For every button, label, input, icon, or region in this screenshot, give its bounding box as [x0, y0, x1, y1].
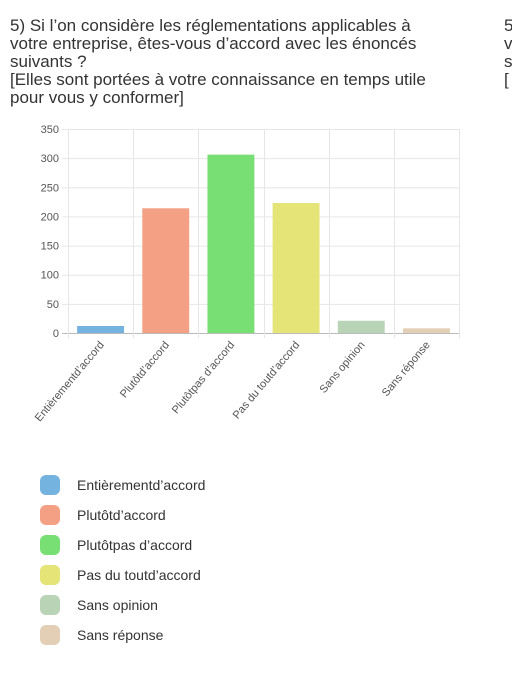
x-tick-label: Sans opinion	[317, 339, 367, 395]
y-tick-label: 150	[41, 241, 59, 253]
y-tick-label: 100	[41, 270, 59, 282]
question-line: pour vous y conformer]	[10, 88, 184, 107]
y-tick-label: 300	[41, 153, 59, 165]
peek-char: 5	[504, 17, 512, 35]
x-tick-label: Plutôtpas d’accord	[170, 339, 237, 416]
legend-item[interactable]: Plutôtpas d’accord	[40, 530, 205, 560]
y-tick-label: 50	[47, 299, 59, 311]
legend-label: Entièrementd’accord	[77, 477, 206, 493]
legend-label: Plutôtpas d’accord	[77, 537, 193, 553]
bar	[337, 320, 385, 333]
question-line: [Elles sont portées à votre connaissance…	[10, 70, 426, 89]
peek-char: s	[504, 52, 512, 71]
chart-legend: Entièrementd’accord Plutôtd’accord Plutô…	[40, 470, 205, 650]
legend-swatch	[40, 595, 60, 615]
legend-swatch	[40, 565, 60, 585]
legend-item[interactable]: Plutôtd’accord	[40, 500, 205, 530]
legend-item[interactable]: Pas du toutd’accord	[40, 560, 205, 590]
peek-char: [	[504, 70, 509, 89]
y-tick-label: 200	[41, 211, 59, 223]
bar	[272, 203, 320, 333]
peek-char: v	[504, 34, 512, 53]
question-title: 5) Si l’on considère les réglementations…	[10, 17, 480, 107]
x-tick-label: Entièrementd’accord	[33, 339, 107, 424]
bar	[207, 154, 255, 333]
bar	[402, 328, 450, 333]
question-line: votre entreprise, êtes-vous d’accord ave…	[10, 34, 417, 53]
bar	[142, 208, 190, 333]
legend-item[interactable]: Sans opinion	[40, 590, 205, 620]
legend-label: Pas du toutd’accord	[77, 567, 201, 583]
legend-swatch	[40, 475, 60, 495]
legend-label: Sans réponse	[77, 627, 164, 643]
question-line: suivants ?	[10, 52, 87, 71]
legend-swatch	[40, 505, 60, 525]
next-question-peek: 5 v s [	[504, 17, 512, 89]
legend-swatch	[40, 535, 60, 555]
y-tick-label: 350	[41, 124, 59, 136]
x-tick-label: Plutôtd’accord	[118, 339, 172, 400]
legend-swatch	[40, 625, 60, 645]
bar-chart: 0 50 100 150 200 250 300 350 Entièrementd’accord…	[33, 124, 460, 424]
legend-label: Plutôtd’accord	[77, 507, 166, 523]
legend-item[interactable]: Entièrementd’accord	[40, 470, 205, 500]
legend-label: Sans opinion	[77, 597, 158, 613]
x-tick-label: Sans réponse	[380, 339, 433, 399]
legend-item[interactable]: Sans réponse	[40, 620, 205, 650]
bar	[77, 326, 125, 333]
y-tick-label: 0	[53, 328, 59, 340]
y-tick-label: 250	[41, 182, 59, 194]
x-tick-label: Pas du toutd’accord	[231, 339, 303, 421]
question-line: 5) Si l’on considère les réglementations…	[10, 16, 411, 35]
